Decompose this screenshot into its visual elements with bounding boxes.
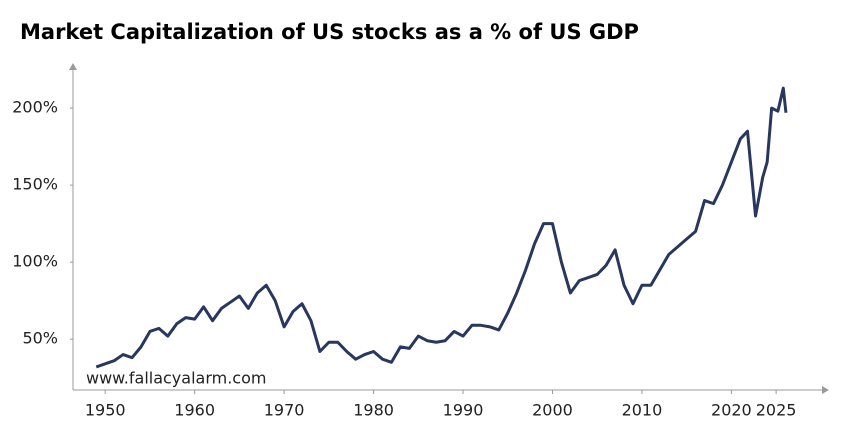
watermark: www.fallacyalarm.com	[86, 369, 266, 388]
x-axis-arrow	[822, 386, 829, 394]
y-tick-label: 200%	[12, 98, 58, 117]
x-tick-label: 1980	[353, 401, 394, 420]
x-tick-label: 1960	[174, 401, 215, 420]
line-series	[95, 86, 788, 369]
y-tick-label: 150%	[12, 175, 58, 194]
x-tick-label: 2000	[532, 401, 573, 420]
x-tick-label: 2025	[756, 401, 797, 420]
x-tick-label: 1950	[85, 401, 126, 420]
x-tick-label: 1970	[264, 401, 305, 420]
x-tick-label: 1990	[443, 401, 484, 420]
chart-title: Market Capitalization of US stocks as a …	[20, 20, 639, 44]
y-tick-label: 100%	[12, 252, 58, 271]
x-tick-label: 2020	[711, 401, 752, 420]
y-tick-label: 50%	[22, 329, 58, 348]
x-tick-label: 2010	[622, 401, 663, 420]
y-axis-arrow	[69, 63, 77, 70]
